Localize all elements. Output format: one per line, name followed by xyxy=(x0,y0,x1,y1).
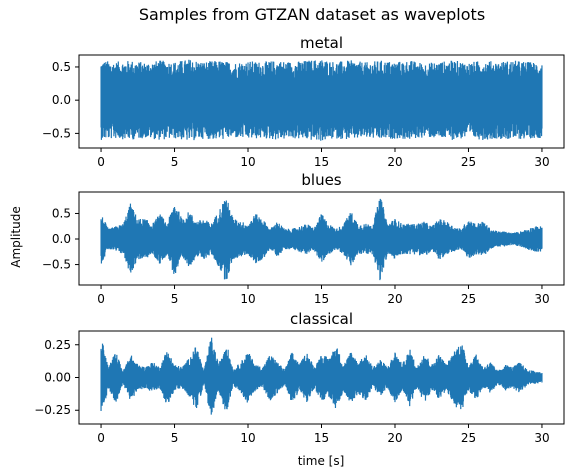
waveform-series xyxy=(100,198,543,281)
y-tick-label: 0.00 xyxy=(44,371,71,385)
x-axis-label: time [s] xyxy=(298,454,345,468)
x-tick-label: 30 xyxy=(534,431,549,445)
x-tick-label: 30 xyxy=(534,292,549,306)
subplot-metal: metal 0 5 10 15 20 25 30 0.5 0.0 −0.5 xyxy=(42,34,565,169)
subplot-blues: blues 0 5 10 15 20 25 30 0.5 0.0 −0.5 xyxy=(42,171,565,306)
x-tick-label: 15 xyxy=(314,431,329,445)
x-tick-label: 30 xyxy=(534,155,549,169)
x-tick-label: 25 xyxy=(461,431,476,445)
x-tick-label: 20 xyxy=(387,431,402,445)
y-tick-label: 0.0 xyxy=(52,93,71,107)
x-tick-label: 15 xyxy=(314,292,329,306)
x-tick-label: 10 xyxy=(240,155,255,169)
figure-title: Samples from GTZAN dataset as waveplots xyxy=(139,5,485,24)
waveform-series xyxy=(100,59,543,141)
subplot-title: classical xyxy=(290,310,353,328)
y-axis-label: Amplitude xyxy=(9,206,23,268)
subplot-title: metal xyxy=(300,34,343,52)
y-tick-label: 0.5 xyxy=(52,206,71,220)
x-tick-label: 5 xyxy=(171,292,179,306)
x-tick-label: 0 xyxy=(97,155,105,169)
x-tick-label: 0 xyxy=(97,431,105,445)
x-tick-label: 20 xyxy=(387,292,402,306)
y-tick-label: −0.5 xyxy=(42,258,71,272)
x-tick-label: 10 xyxy=(240,431,255,445)
x-tick-label: 20 xyxy=(387,155,402,169)
y-tick-label: 0.5 xyxy=(52,60,71,74)
x-tick-label: 5 xyxy=(171,155,179,169)
x-tick-label: 25 xyxy=(461,292,476,306)
y-tick-label: −0.5 xyxy=(42,126,71,140)
subplots-group: metal 0 5 10 15 20 25 30 0.5 0.0 −0.5 blues 0 5 10 15 20… xyxy=(34,34,565,445)
subplot-title: blues xyxy=(301,171,341,189)
x-tick-label: 10 xyxy=(240,292,255,306)
x-tick-label: 15 xyxy=(314,155,329,169)
x-tick-label: 0 xyxy=(97,292,105,306)
waveform-series xyxy=(100,337,543,415)
x-tick-label: 25 xyxy=(461,155,476,169)
x-tick-label: 5 xyxy=(171,431,179,445)
subplot-classical: classical 0 5 10 15 20 25 30 0.25 0.00 −0.25 xyxy=(34,310,565,445)
y-tick-label: 0.0 xyxy=(52,232,71,246)
y-tick-label: −0.25 xyxy=(34,403,71,417)
y-tick-label: 0.25 xyxy=(44,338,71,352)
